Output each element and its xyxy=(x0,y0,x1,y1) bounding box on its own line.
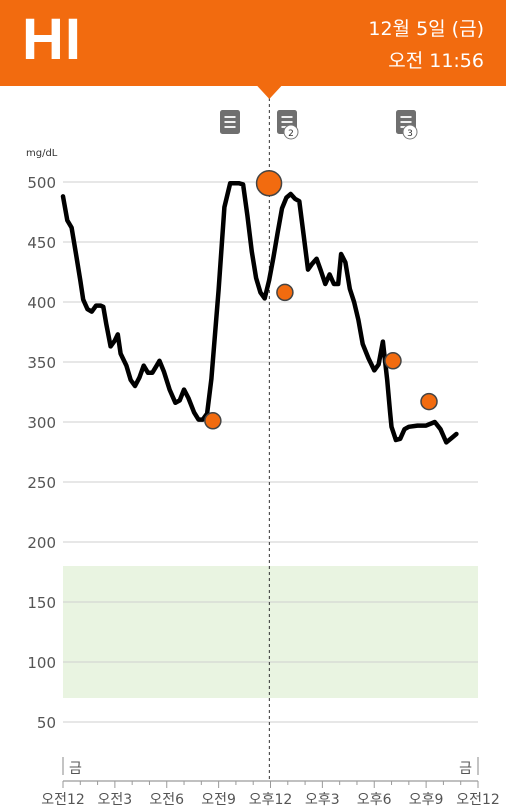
note-count-badge xyxy=(402,124,418,140)
event-marker[interactable] xyxy=(420,392,438,411)
cursor-pointer xyxy=(257,86,282,99)
x-tick-label: 오후3 xyxy=(305,792,340,808)
event-marker[interactable] xyxy=(384,352,402,370)
x-tick-label: 오후6 xyxy=(357,792,392,808)
reading-date: 12월 5일 (금) xyxy=(368,18,484,40)
y-tick-label: 400 xyxy=(27,294,56,312)
y-tick-label: 250 xyxy=(27,474,56,492)
x-tick-label: 오전6 xyxy=(149,792,184,808)
y-tick-label: 100 xyxy=(27,654,56,672)
y-tick-label: 500 xyxy=(27,174,56,192)
x-tick-label: 오후9 xyxy=(409,792,444,808)
x-tick-label: 오전9 xyxy=(201,792,236,808)
event-marker[interactable] xyxy=(276,283,294,302)
y-tick-label: 450 xyxy=(27,234,56,252)
selected-event-marker[interactable] xyxy=(255,169,283,197)
day-label: 금 xyxy=(459,761,472,777)
note-count-label: 3 xyxy=(407,129,413,139)
y-tick-label: 350 xyxy=(27,354,56,372)
note-count-label: 2 xyxy=(288,129,294,139)
x-tick-label: 오전12 xyxy=(41,792,85,808)
day-label: 금 xyxy=(69,761,82,777)
reading-header: HI 12월 5일 (금) 오전 11:56 xyxy=(0,0,506,86)
x-tick-label: 오후12 xyxy=(249,792,293,808)
target-range-band xyxy=(63,566,478,698)
x-tick-label: 오전3 xyxy=(98,792,133,808)
glucose-line xyxy=(60,180,459,445)
reading-time: 오전 11:56 xyxy=(388,50,484,72)
y-tick-label: 50 xyxy=(37,714,56,732)
y-tick-label: 150 xyxy=(27,594,56,612)
y-tick-label: 300 xyxy=(27,414,56,432)
y-axis-unit: mg/dL xyxy=(26,148,58,159)
event-marker[interactable] xyxy=(204,412,222,430)
x-tick-label: 오전12 xyxy=(456,792,500,808)
glucose-chart[interactable]: 50 100 150 200 250 300 350 400 450 500 mg/dL 오전12 오전… xyxy=(0,86,506,811)
note-count-badge xyxy=(283,124,299,140)
y-tick-label: 200 xyxy=(27,534,56,552)
glucose-reading: HI xyxy=(22,7,82,72)
